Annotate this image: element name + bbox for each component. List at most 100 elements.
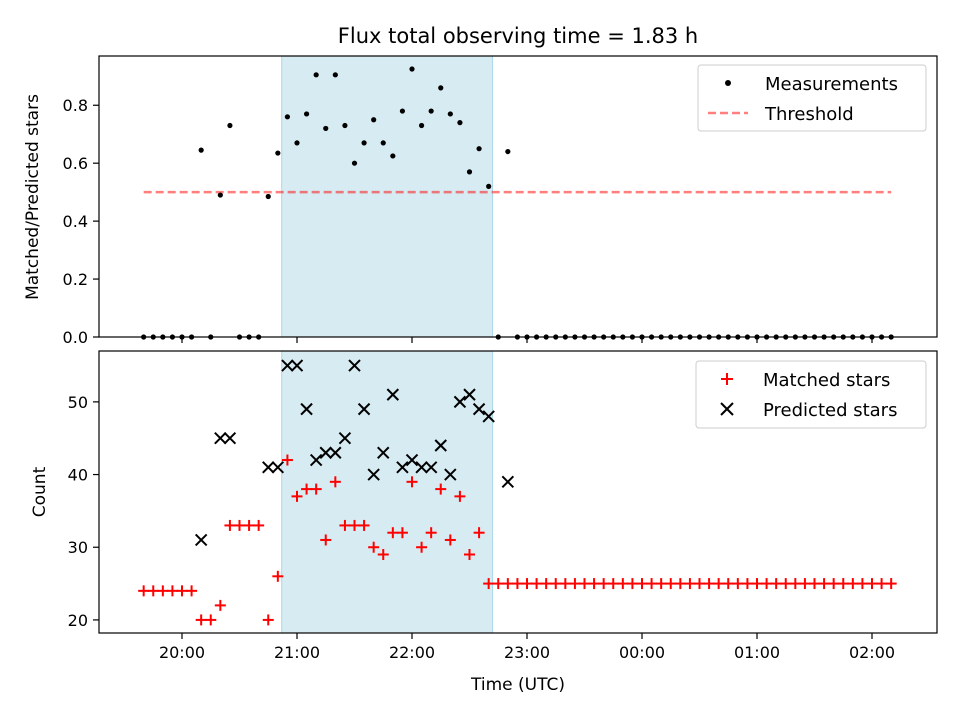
matched-star-point — [665, 578, 677, 590]
matched-star-point — [780, 578, 792, 590]
measurement-point — [466, 169, 473, 175]
matched-star-point — [684, 578, 696, 590]
predicted-star-point — [357, 402, 371, 416]
matched-star-point — [521, 578, 533, 590]
measurement-point — [284, 114, 291, 120]
matched-star-point — [751, 578, 763, 590]
x-tick-label: 23:00 — [504, 643, 550, 662]
predicted-star-point — [290, 359, 304, 372]
matched-star-point — [569, 578, 581, 590]
legend-matched-label: Matched stars — [763, 370, 890, 391]
x-tick-label: 02:00 — [849, 643, 895, 662]
matched-star-point — [454, 490, 466, 502]
matched-star-point — [176, 585, 188, 597]
x-tick-label: 21:00 — [274, 643, 320, 662]
matched-star-point — [876, 578, 888, 590]
matched-star-point — [761, 578, 773, 590]
predicted-star-point — [271, 461, 285, 474]
matched-star-point — [329, 476, 341, 488]
observing-window-shade — [281, 55, 493, 338]
matched-star-point — [272, 570, 284, 582]
predicted-star-point — [300, 402, 313, 416]
y-tick-label: 0.2 — [63, 270, 88, 289]
matched-star-point — [138, 585, 150, 597]
measurement-point — [447, 111, 453, 117]
measurement-point — [265, 193, 271, 200]
matched-star-point — [741, 578, 753, 590]
matched-star-point — [243, 519, 255, 531]
matched-star-point — [464, 549, 475, 561]
measurement-point — [486, 183, 492, 189]
measurement-point — [294, 140, 300, 146]
matched-star-point — [511, 578, 523, 590]
matched-star-point — [444, 534, 456, 546]
predicted-star-point — [424, 461, 438, 474]
matched-star-point — [320, 534, 332, 546]
predicted-star-point — [434, 439, 447, 452]
matched-star-point — [358, 519, 370, 531]
measurement-point — [380, 140, 386, 146]
predicted-star-point — [472, 402, 486, 416]
measurement-point — [227, 122, 233, 129]
matched-star-point — [186, 585, 198, 597]
y-tick-label: 50 — [68, 393, 88, 412]
legend-predicted-label: Predicted stars — [763, 400, 897, 421]
matched-star-point — [301, 483, 313, 495]
measurement-point — [303, 111, 310, 117]
predicted-star-point — [319, 446, 332, 459]
legend-measurements-label: Measurements — [765, 74, 898, 95]
measurement-point — [457, 120, 463, 126]
matched-star-point — [674, 578, 686, 590]
x-tick-label: 20:00 — [159, 643, 205, 662]
y-tick-label: 0.4 — [63, 212, 88, 231]
predicted-star-point — [281, 359, 294, 372]
predicted-star-point — [501, 475, 515, 489]
matched-star-point — [732, 578, 744, 590]
matched-star-point — [607, 578, 619, 590]
measurement-point — [409, 66, 415, 72]
matched-star-point — [655, 578, 667, 590]
measurement-point — [476, 146, 482, 152]
matched-star-point — [617, 578, 629, 590]
matched-star-point — [579, 578, 590, 590]
y-tick-label: 20 — [68, 611, 88, 630]
top-legend-frame — [697, 64, 927, 132]
matched-star-point — [234, 519, 245, 531]
measurement-point — [418, 122, 425, 129]
y-tick-label: 0.6 — [63, 154, 88, 173]
matched-star-point — [559, 578, 571, 590]
matched-star-point — [626, 578, 638, 590]
x-axis-label: Time (UTC) — [470, 675, 565, 695]
matched-star-point — [598, 578, 610, 590]
measurement-point — [332, 72, 338, 78]
matched-star-point — [262, 614, 274, 626]
matched-star-point — [636, 578, 648, 590]
top-panel: 0.00.20.40.60.8 Matched/Predicted stars … — [23, 55, 938, 347]
matched-star-point — [828, 578, 840, 590]
measurement-point — [351, 160, 358, 166]
measurement-point — [217, 192, 223, 198]
measurement-point — [275, 150, 281, 156]
top-legend: Measurements Threshold — [697, 64, 927, 132]
matched-star-point — [349, 519, 360, 531]
measurement-point — [505, 148, 511, 155]
matched-star-point — [473, 527, 485, 539]
predicted-star-point — [463, 388, 476, 401]
matched-star-point — [281, 454, 293, 466]
matched-star-point — [646, 578, 658, 590]
y-tick-label: 0.0 — [63, 328, 88, 347]
matched-star-point — [157, 585, 169, 597]
legend-predicted-marker — [720, 402, 734, 416]
matched-star-point — [205, 614, 217, 626]
predicted-star-point — [223, 432, 237, 445]
predicted-star-point — [309, 453, 323, 467]
predicted-star-point — [386, 388, 400, 401]
predicted-star-point — [329, 446, 342, 459]
matched-star-point — [809, 578, 820, 590]
measurement-point — [342, 122, 348, 129]
x-tick-label: 22:00 — [389, 643, 435, 662]
matched-star-point — [435, 483, 447, 495]
matched-star-point — [866, 578, 878, 590]
matched-star-point — [425, 527, 437, 539]
